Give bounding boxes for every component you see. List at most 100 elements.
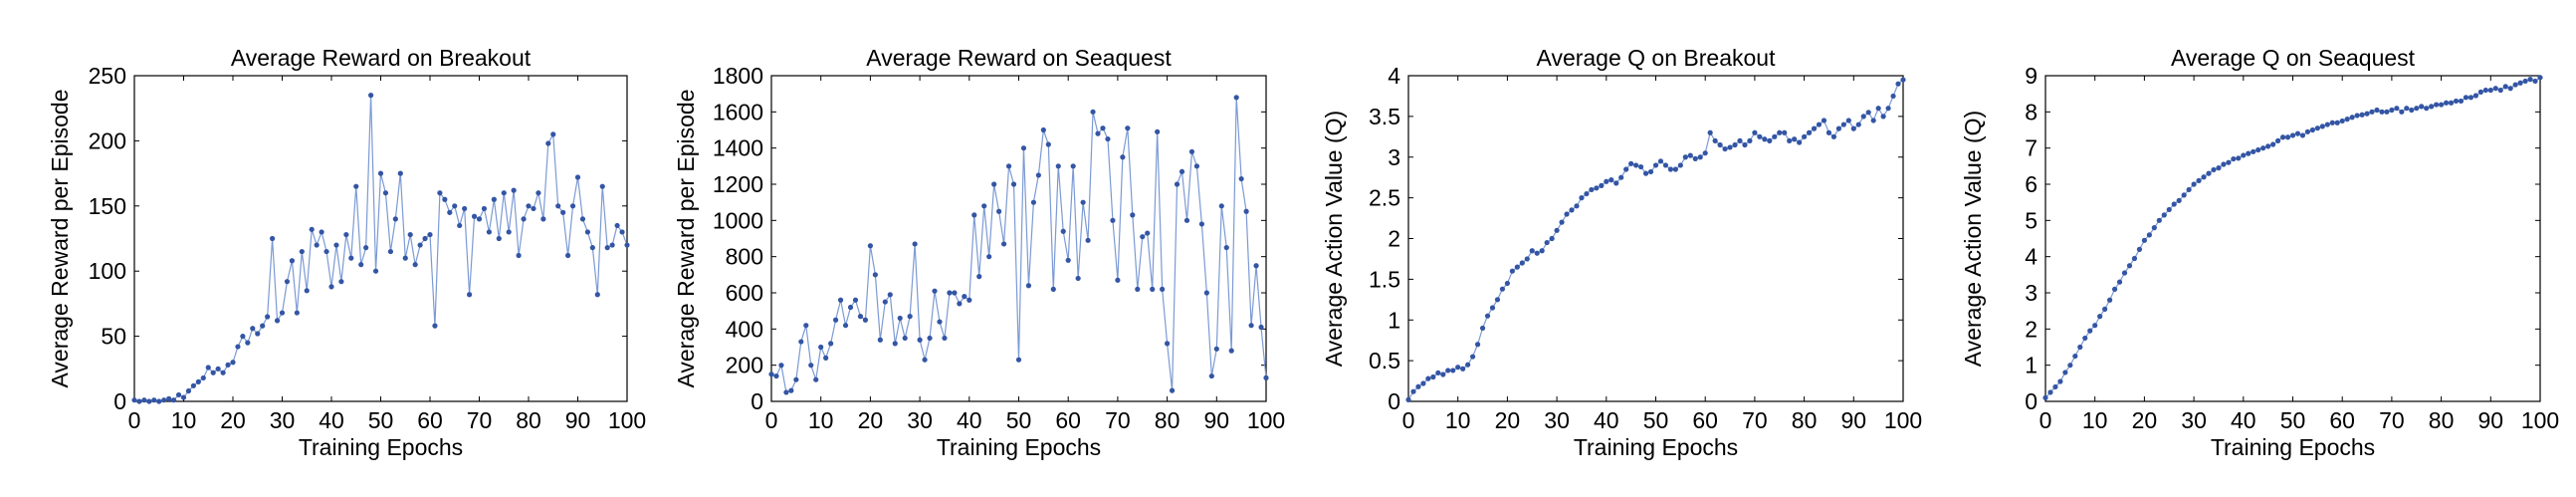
chart-2: Average Reward on Seaquest Training Epoch… (673, 45, 1285, 460)
data-point (526, 203, 532, 209)
data-point (1514, 264, 1520, 270)
data-point (521, 216, 527, 222)
data-point (1806, 129, 1813, 135)
chart-3: Average Q on Breakout Training Epochs Aver… (1321, 45, 1922, 460)
data-point (412, 262, 418, 268)
data-point (1821, 118, 1827, 124)
data-point (1890, 93, 1896, 100)
data-point (185, 387, 192, 394)
data-point (156, 398, 162, 404)
data-point (1604, 178, 1610, 184)
data-point (1895, 81, 1901, 87)
data-point (1160, 286, 1166, 292)
x-axis-label: Training Epochs (937, 434, 1101, 460)
data-point (1499, 286, 1506, 292)
data-point (2492, 86, 2498, 92)
chart-title: Average Reward on Seaquest (866, 45, 1172, 71)
data-point (1544, 239, 1550, 246)
data-point (2274, 137, 2281, 143)
y-tick-label: 800 (726, 244, 763, 270)
data-point (1040, 126, 1046, 133)
data-point (2409, 107, 2415, 114)
data-point (2369, 109, 2375, 115)
data-point (2517, 80, 2523, 86)
data-point (467, 292, 473, 298)
data-point (205, 365, 211, 371)
data-point (1218, 203, 1224, 209)
data-point (471, 213, 478, 219)
data-point (2389, 107, 2395, 114)
data-point (1253, 263, 1259, 269)
data-point (402, 255, 408, 261)
data-point (1855, 122, 1861, 127)
data-point (2532, 78, 2538, 85)
data-point (1613, 180, 1619, 186)
data-point (2522, 78, 2528, 85)
data-point (333, 242, 339, 248)
y-tick-label: 9 (2025, 63, 2038, 89)
data-point (1623, 166, 1629, 172)
data-point (2399, 109, 2405, 115)
data-point (922, 357, 928, 363)
data-point (447, 209, 453, 215)
data-point (1179, 168, 1185, 174)
data-point (1479, 325, 1486, 332)
data-point (599, 183, 605, 189)
data-point (2324, 122, 2330, 127)
data-point (2439, 102, 2445, 108)
data-point (2072, 353, 2078, 360)
plot-frame (1407, 75, 1904, 402)
x-tick-label: 40 (957, 407, 982, 433)
x-tick-label: 10 (1445, 407, 1471, 433)
data-point (2434, 102, 2440, 108)
x-tick-label: 10 (808, 407, 834, 433)
x-tick-label: 20 (2132, 407, 2158, 433)
data-point (1460, 366, 1466, 372)
data-point (1208, 373, 1214, 379)
data-point (392, 216, 398, 222)
y-tick-label: 150 (89, 193, 126, 219)
data-point (200, 374, 206, 381)
data-point (372, 268, 379, 274)
plot-frame (133, 75, 628, 402)
data-point (1642, 170, 1649, 176)
y-tick-label: 3 (2025, 280, 2038, 306)
data-point (1145, 230, 1151, 236)
data-point (1825, 129, 1832, 135)
y-tick-label: 0 (113, 388, 126, 414)
data-point (1130, 212, 1136, 218)
data-point (2394, 106, 2400, 112)
data-point (260, 323, 266, 329)
data-point (2289, 132, 2296, 138)
data-point (1005, 163, 1012, 169)
data-point (1213, 346, 1219, 352)
y-tick-label: 1.5 (1369, 266, 1400, 292)
data-point (882, 299, 888, 305)
chart-title: Average Q on Seaquest (2171, 45, 2416, 71)
y-tick-label: 400 (726, 316, 763, 342)
data-point (862, 317, 869, 323)
data-point (2241, 152, 2247, 158)
data-point (1682, 154, 1688, 160)
series-1 (768, 95, 1269, 395)
data-point (2226, 159, 2232, 165)
data-point (2246, 150, 2252, 156)
data-point (584, 229, 591, 235)
data-point (1085, 237, 1091, 243)
data-point (1425, 375, 1431, 381)
data-point (2221, 161, 2227, 167)
data-point (1752, 129, 1758, 135)
data-point (2052, 383, 2058, 390)
x-tick-label: 80 (1155, 407, 1181, 433)
data-point (962, 294, 967, 300)
data-point (1802, 133, 1808, 139)
data-point (1405, 396, 1411, 402)
x-tick-label: 50 (1006, 407, 1032, 433)
data-point (887, 292, 893, 298)
y-tick-label: 0.5 (1369, 348, 1400, 373)
data-point (1767, 137, 1773, 143)
data-point (2314, 125, 2320, 131)
data-point (1539, 248, 1545, 254)
y-tick-label: 2 (2025, 316, 2038, 342)
data-point (2260, 145, 2266, 151)
